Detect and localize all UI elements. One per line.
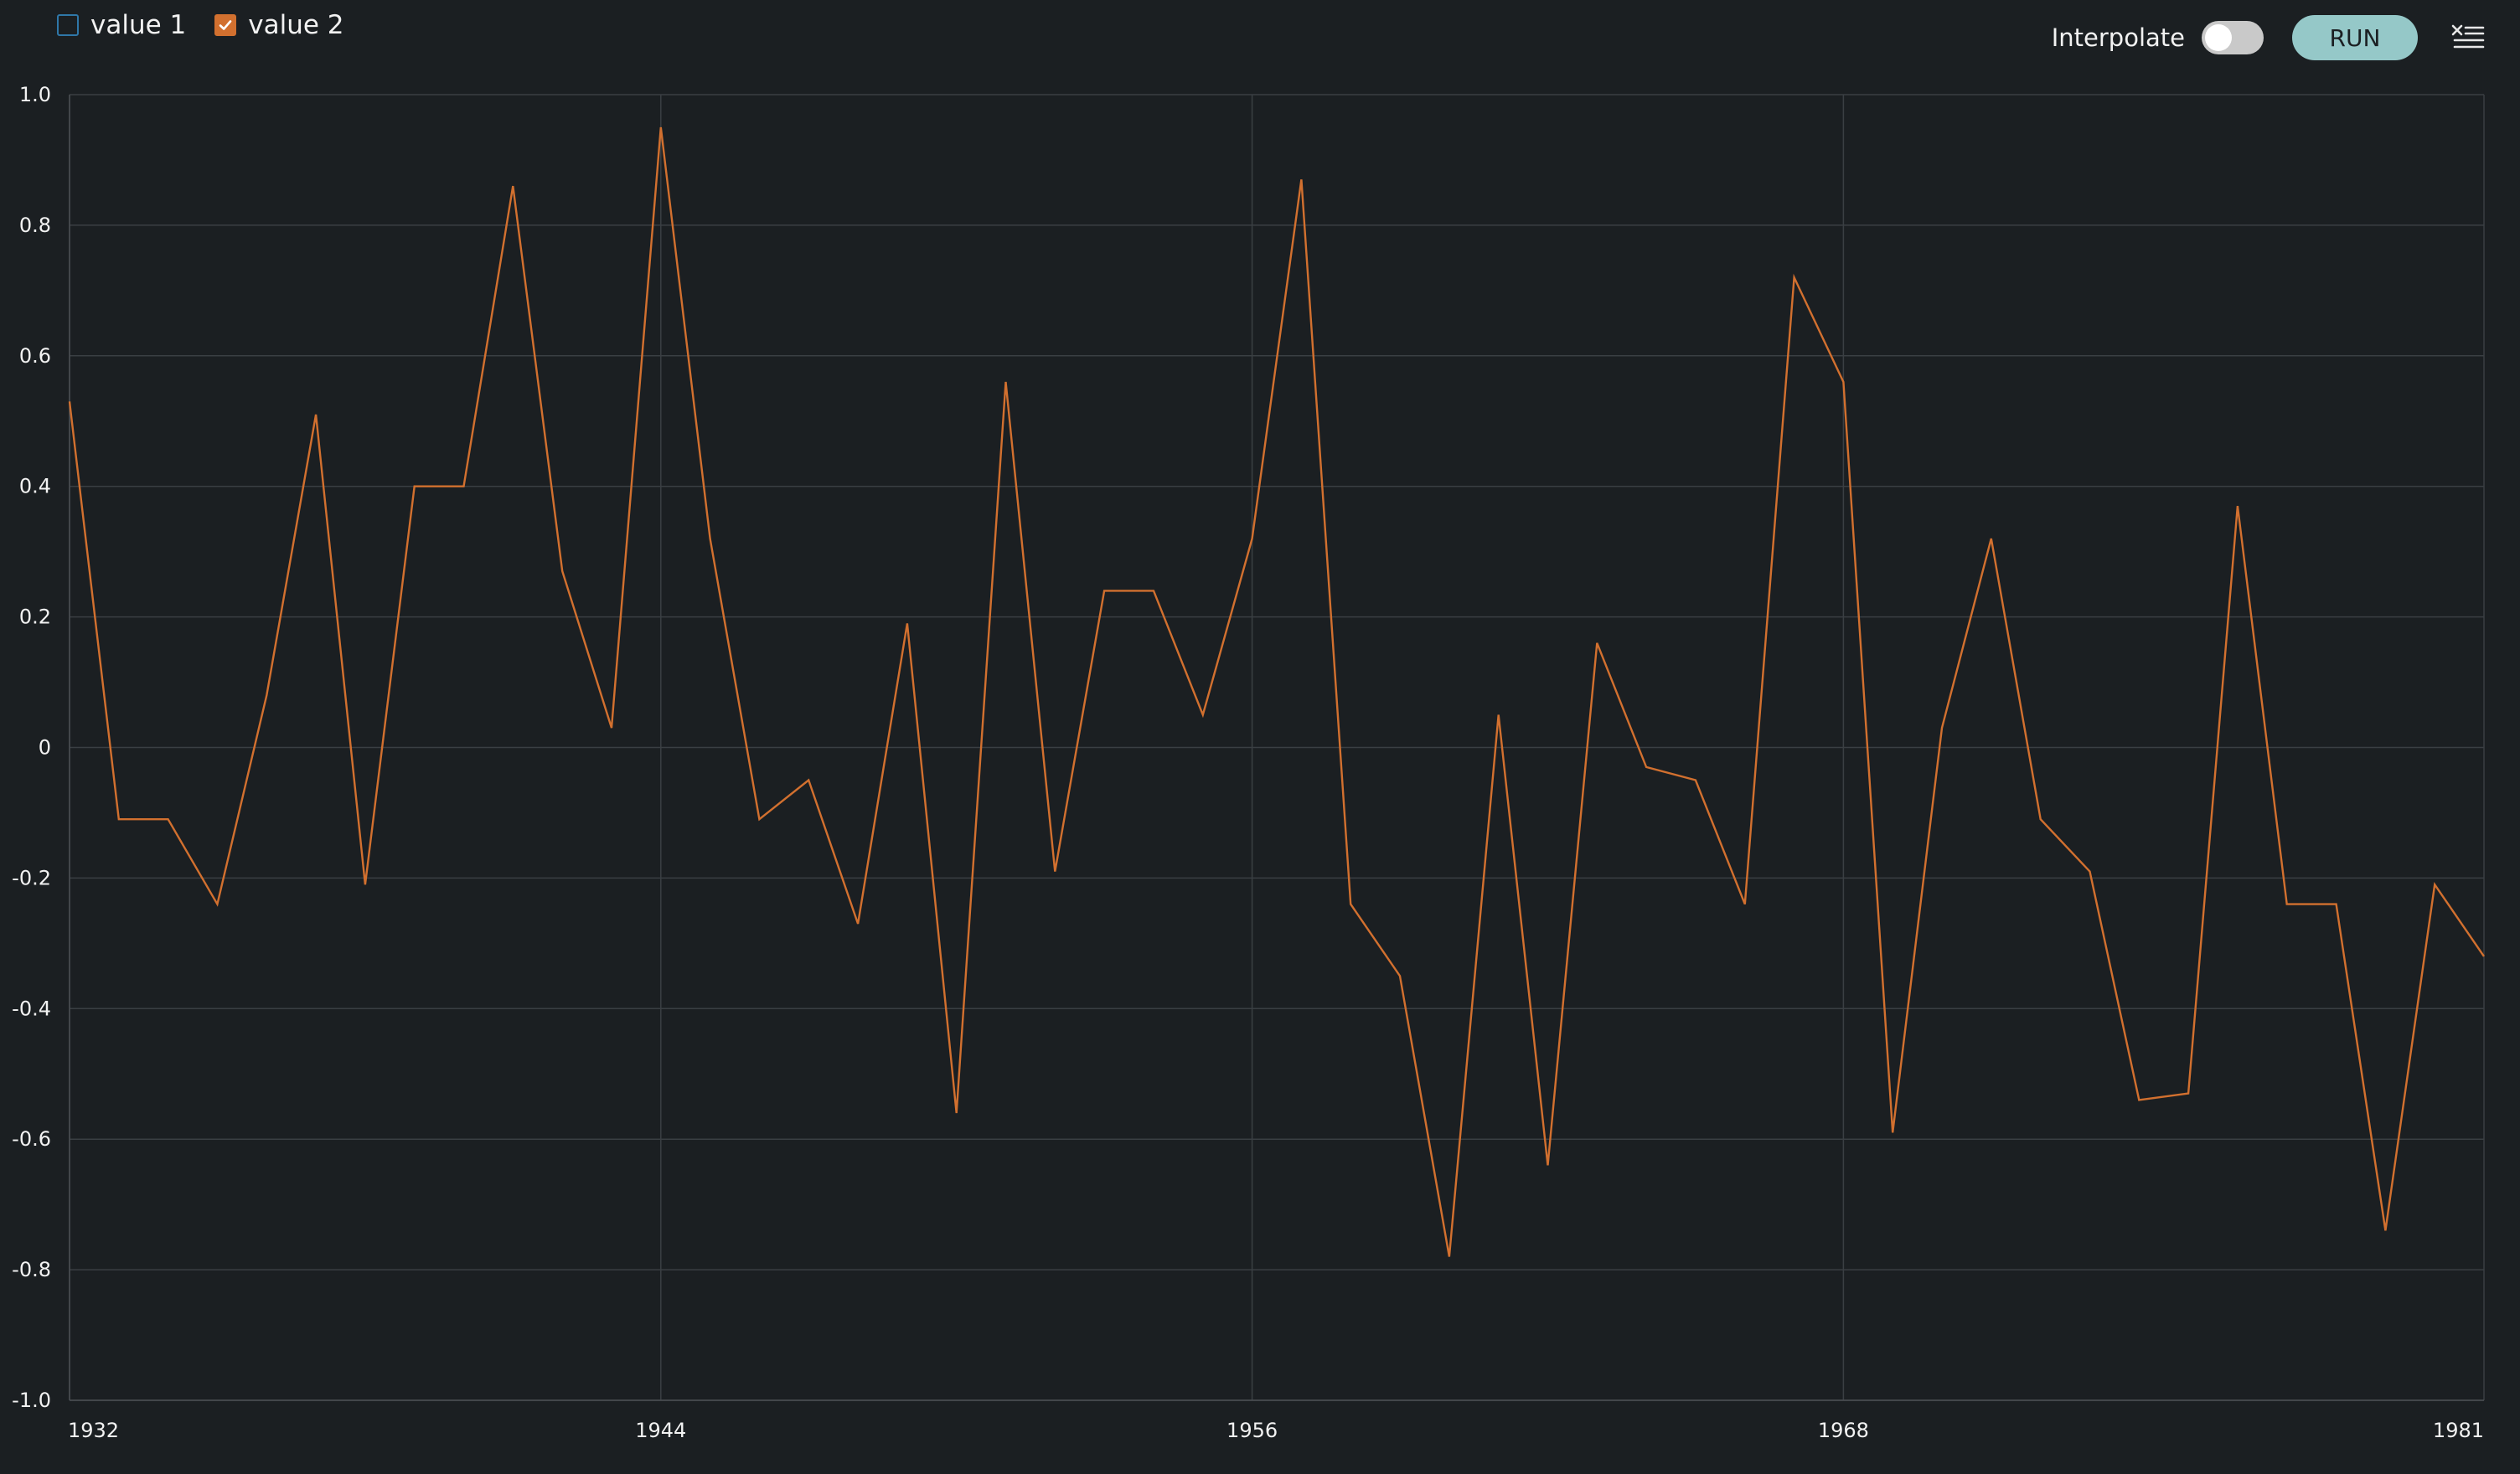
y-tick-label: 1.0 — [19, 83, 51, 106]
legend-item-value-2[interactable]: value 2 — [214, 10, 344, 40]
y-tick-label: -0.6 — [12, 1127, 51, 1151]
y-tick-label: -0.4 — [12, 997, 51, 1020]
legend-item-value-1[interactable]: value 1 — [57, 10, 186, 40]
series-layer — [68, 126, 2485, 1257]
legend-label: value 2 — [248, 10, 344, 40]
value-2-checkbox[interactable] — [214, 14, 237, 36]
legend: value 1 value 2 — [57, 10, 373, 40]
x-tick-label: 1932 — [68, 1419, 119, 1442]
y-tick-label: 0.6 — [19, 344, 51, 368]
x-tick-label: 1944 — [635, 1419, 686, 1442]
checkmark-icon — [219, 20, 232, 30]
grid — [69, 94, 2485, 1401]
y-tick-label: 0.2 — [19, 606, 51, 629]
y-tick-label: -1.0 — [12, 1389, 51, 1412]
chart-controls: Interpolate RUN — [2052, 15, 2486, 60]
x-tick-label: 1981 — [2433, 1419, 2484, 1442]
clear-list-icon[interactable] — [2450, 19, 2486, 56]
interpolate-label: Interpolate — [2051, 23, 2185, 52]
value-1-checkbox[interactable] — [57, 14, 79, 36]
y-tick-label: 0 — [39, 736, 51, 760]
x-tick-label: 1968 — [1818, 1419, 1869, 1442]
interpolate-toggle[interactable] — [2202, 21, 2264, 54]
y-tick-label: -0.8 — [12, 1258, 51, 1281]
y-tick-label: 0.4 — [19, 475, 51, 498]
y-tick-label: -0.2 — [12, 866, 51, 889]
legend-label: value 1 — [90, 10, 187, 40]
x-tick-label: 1956 — [1226, 1419, 1278, 1442]
toggle-knob — [2205, 24, 2232, 51]
series-line-value-2 — [68, 126, 2485, 1257]
axes: 1.0 0.8 0.6 0.4 0.2 0 -0.2 -0.4 -0.6 -0.8 -1.0 1932… — [12, 83, 2484, 1442]
y-tick-label: 0.8 — [19, 214, 51, 237]
run-button[interactable]: RUN — [2292, 15, 2418, 60]
chart-toolbar: value 1 value 2 Interpolate RUN — [0, 0, 2520, 75]
